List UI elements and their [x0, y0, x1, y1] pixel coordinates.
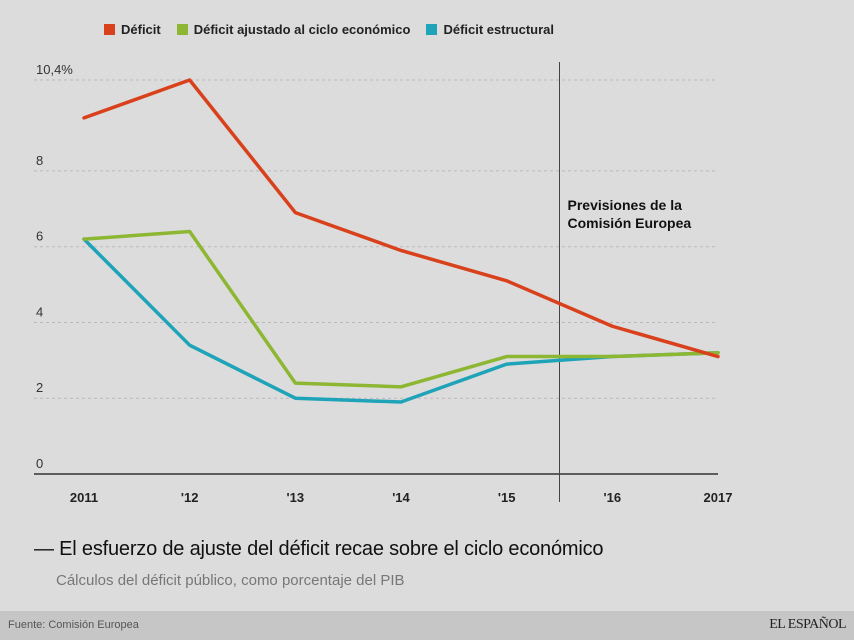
- y-tick-label: 0: [36, 456, 43, 471]
- y-tick-label: 2: [36, 380, 43, 395]
- brand-logo: EL ESPAÑOL: [769, 617, 846, 632]
- legend-item-adjusted: Déficit ajustado al ciclo económico: [176, 22, 411, 37]
- series-line-adjusted-deficit: [82, 229, 720, 389]
- chart-legend: Déficit Déficit ajustado al ciclo económ…: [104, 22, 570, 37]
- series-line-deficit: [82, 78, 720, 359]
- x-tick-label: '13: [287, 490, 305, 505]
- y-tick-label: 10,4%: [36, 62, 73, 77]
- x-tick-label: '12: [181, 490, 199, 505]
- legend-label-deficit: Déficit: [121, 22, 161, 37]
- legend-item-structural: Déficit estructural: [426, 22, 554, 37]
- y-tick-label: 4: [36, 304, 43, 319]
- series-layer: [82, 78, 720, 404]
- legend-label-adjusted: Déficit ajustado al ciclo económico: [193, 22, 411, 37]
- grid-layer: [34, 79, 718, 399]
- chart-title: — El esfuerzo de ajuste del déficit reca…: [34, 538, 604, 560]
- legend-swatch-deficit: [104, 24, 115, 35]
- forecast-annotation-line-2: Comisión Europea: [568, 215, 692, 231]
- series-line-structural-deficit: [82, 237, 720, 404]
- x-tick-label: 2011: [70, 490, 98, 505]
- y-tick-label: 6: [36, 229, 43, 244]
- forecast-annotation: Previsiones de la Comisión Europea: [568, 197, 692, 231]
- x-tick-label: '16: [604, 490, 622, 505]
- x-axis-ticks: 2011 '12 '13 '14 '15 '16 2017: [70, 490, 733, 505]
- legend-label-structural: Déficit estructural: [443, 22, 555, 37]
- x-tick-label: 2017: [704, 490, 733, 505]
- line-chart: 0 2 4 6 8 10,4% 2011 '12 '13 '14 '15 '16 2017 Previ…: [34, 62, 733, 505]
- chart-subtitle: Cálculos del déficit público, como porce…: [56, 572, 405, 589]
- legend-item-deficit: Déficit: [104, 22, 161, 37]
- y-tick-label: 8: [36, 153, 43, 168]
- source-credit: Fuente: Comisión Europea: [8, 619, 139, 631]
- x-tick-label: '14: [392, 490, 410, 505]
- legend-swatch-structural: [426, 24, 438, 35]
- legend-swatch-adjusted: [176, 24, 188, 35]
- footer-bar: Fuente: Comisión Europea EL ESPAÑOL: [0, 611, 854, 640]
- x-tick-label: '15: [498, 490, 516, 505]
- y-axis-ticks: 0 2 4 6 8 10,4%: [36, 62, 73, 471]
- forecast-annotation-line-1: Previsiones de la: [568, 197, 683, 213]
